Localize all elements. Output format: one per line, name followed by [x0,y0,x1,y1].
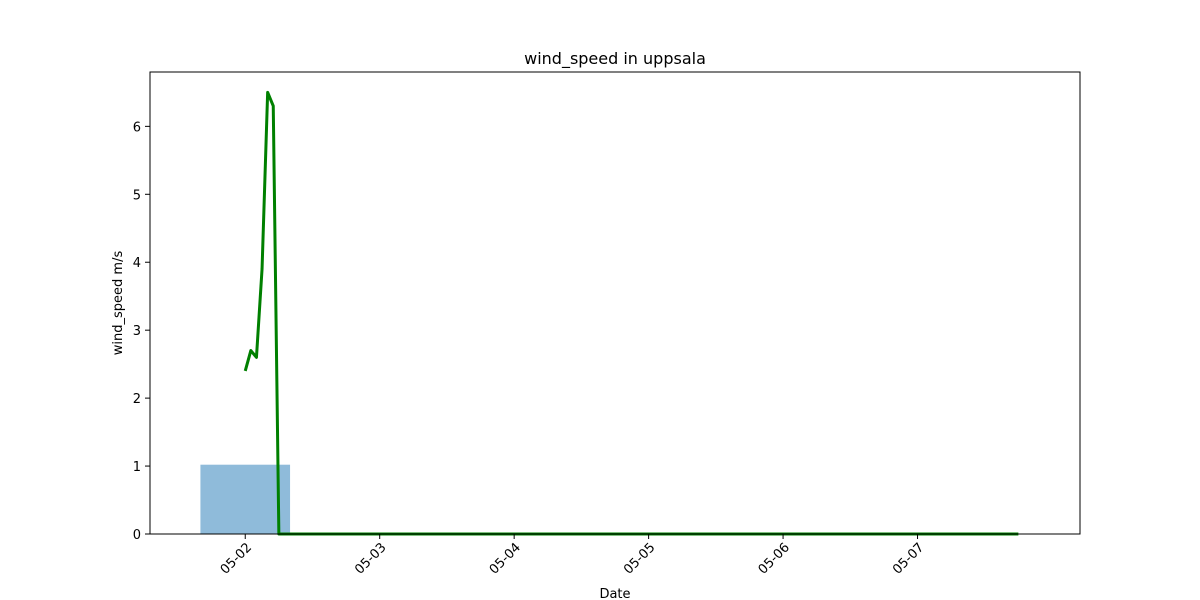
y-axis-label: wind_speed m/s [111,251,126,356]
y-axis: 0 1 2 3 4 5 6 [133,120,150,543]
x-tick-label-0: 05-02 [218,540,255,577]
plot-frame [149,71,1081,535]
bars-layer [200,464,291,534]
x-axis-label: Date [599,587,630,600]
x-tick-label-5: 05-07 [890,540,927,577]
lines-layer [243,90,1019,536]
chart-title: wind_speed in uppsala [524,49,706,69]
x-tick-label-3: 05-05 [621,540,658,577]
y-tick-label-2: 2 [133,392,141,407]
x-axis: 05-02 05-03 05-04 05-05 05-06 05-07 [218,534,927,578]
y-tick-label-4: 4 [133,256,141,271]
series-line-0 [243,90,1019,536]
x-tick-label-2: 05-04 [487,540,524,577]
y-tick-label-3: 3 [133,324,141,339]
y-tick-label-5: 5 [133,188,141,203]
y-tick-label-0: 0 [133,528,141,543]
y-tick-label-1: 1 [133,460,141,475]
x-tick-label-4: 05-06 [756,540,793,577]
y-tick-label-6: 6 [133,120,141,135]
x-tick-label-1: 05-03 [352,540,389,577]
bar-1 [200,464,291,534]
